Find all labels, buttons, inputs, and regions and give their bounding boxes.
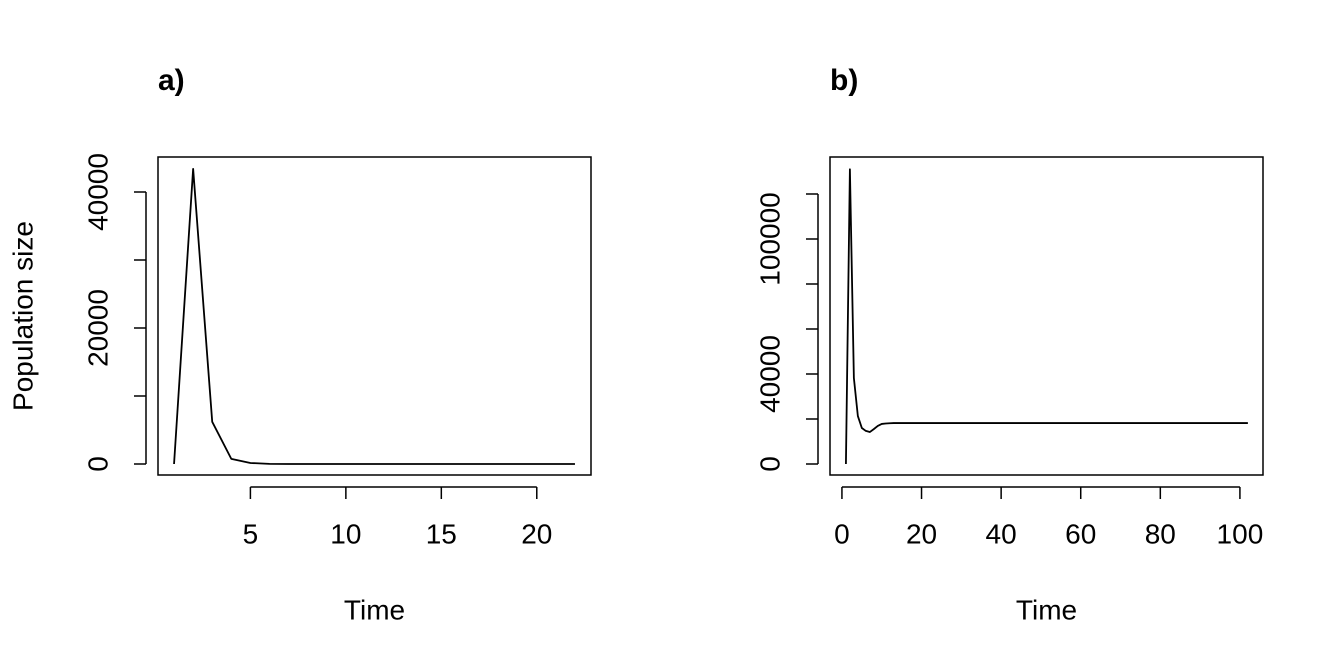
panel-title: b) bbox=[830, 64, 858, 97]
y-tick-label: 40000 bbox=[754, 335, 785, 413]
x-tick-label: 100 bbox=[1217, 518, 1264, 549]
x-tick-label: 5 bbox=[243, 518, 259, 549]
x-tick-label: 10 bbox=[330, 518, 361, 549]
y-tick-label: 0 bbox=[82, 456, 113, 472]
y-axis-label: Population size bbox=[7, 221, 38, 411]
x-tick-label: 60 bbox=[1065, 518, 1096, 549]
plot-frame bbox=[157, 156, 592, 476]
x-tick-label: 80 bbox=[1145, 518, 1176, 549]
x-tick-label: 20 bbox=[521, 518, 552, 549]
plot-frame bbox=[829, 156, 1264, 476]
x-tick-label: 20 bbox=[906, 518, 937, 549]
x-tick-label: 15 bbox=[426, 518, 457, 549]
x-axis-label: Time bbox=[344, 594, 405, 625]
x-tick-label: 0 bbox=[834, 518, 850, 549]
data-line bbox=[173, 167, 575, 465]
data-line bbox=[845, 168, 1248, 465]
panel-title: a) bbox=[158, 64, 185, 97]
y-tick-label: 100000 bbox=[754, 192, 785, 285]
x-tick-label: 40 bbox=[986, 518, 1017, 549]
y-tick-label: 20000 bbox=[82, 289, 113, 367]
y-tick-label: 0 bbox=[754, 456, 785, 472]
y-tick-label: 40000 bbox=[82, 153, 113, 231]
x-axis-label: Time bbox=[1016, 594, 1077, 625]
